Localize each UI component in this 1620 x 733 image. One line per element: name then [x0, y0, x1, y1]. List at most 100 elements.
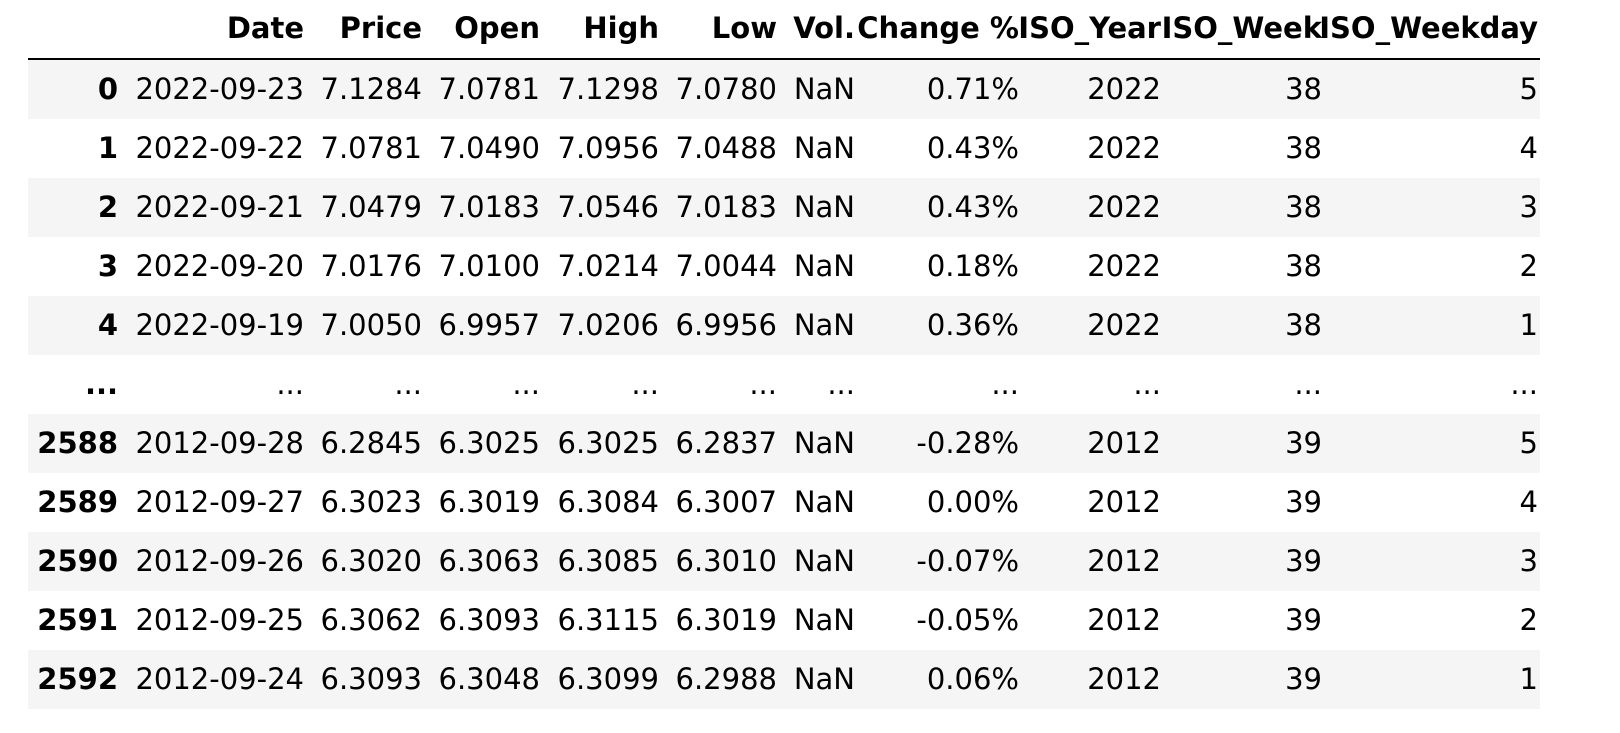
- table-cell: 6.3023: [320, 485, 422, 519]
- table-cell: 6.2988: [675, 662, 777, 696]
- table-row: [28, 591, 1540, 650]
- column-header: Vol.: [793, 11, 855, 45]
- table-cell: 0.43%: [926, 190, 1019, 224]
- table-cell: 6.3093: [320, 662, 422, 696]
- table-cell: ...: [394, 367, 422, 401]
- table-cell: 6.9956: [675, 308, 777, 342]
- table-cell: 7.1298: [557, 72, 659, 106]
- table-cell: 2012: [1087, 485, 1161, 519]
- table-cell: NaN: [793, 485, 855, 519]
- table-cell: NaN: [793, 544, 855, 578]
- table-cell: 38: [1285, 131, 1322, 165]
- table-cell: 7.0050: [320, 308, 422, 342]
- table-cell: 39: [1285, 603, 1322, 637]
- row-index: ...: [84, 367, 118, 401]
- table-cell: 0.00%: [926, 485, 1019, 519]
- table-cell: 2012: [1087, 603, 1161, 637]
- table-cell: 0.71%: [926, 72, 1019, 106]
- table-cell: 7.0781: [320, 131, 422, 165]
- column-header: Low: [711, 11, 777, 45]
- table-cell: 0.43%: [926, 131, 1019, 165]
- table-cell: 6.9957: [438, 308, 540, 342]
- table-cell: 6.2837: [675, 426, 777, 460]
- column-header: Open: [454, 11, 540, 45]
- table-cell: 7.0479: [320, 190, 422, 224]
- row-index: 2589: [37, 485, 118, 519]
- column-header: Price: [339, 11, 422, 45]
- table-cell: 2: [1519, 249, 1538, 283]
- table-cell: 2022: [1087, 308, 1161, 342]
- row-index: 2: [97, 190, 118, 224]
- table-row: [28, 237, 1540, 296]
- table-cell: NaN: [793, 308, 855, 342]
- table-row: [28, 119, 1540, 178]
- table-row: [28, 532, 1540, 591]
- table-cell: 38: [1285, 72, 1322, 106]
- table-cell: 38: [1285, 190, 1322, 224]
- table-cell: 7.0183: [438, 190, 540, 224]
- table-cell: 7.0490: [438, 131, 540, 165]
- column-header: High: [583, 11, 659, 45]
- table-cell: NaN: [793, 72, 855, 106]
- table-cell: 6.3020: [320, 544, 422, 578]
- table-cell: 38: [1285, 308, 1322, 342]
- table-cell: 3: [1519, 190, 1538, 224]
- table-cell: 39: [1285, 662, 1322, 696]
- table-cell: 2022-09-21: [135, 190, 304, 224]
- table-cell: ...: [1294, 367, 1322, 401]
- table-cell: -0.05%: [916, 603, 1019, 637]
- table-cell: 2012-09-28: [135, 426, 304, 460]
- table-cell: 2022-09-19: [135, 308, 304, 342]
- table-cell: 6.3025: [557, 426, 659, 460]
- row-index: 3: [97, 249, 118, 283]
- table-cell: -0.07%: [916, 544, 1019, 578]
- row-index: 2591: [37, 603, 118, 637]
- table-cell: 7.0206: [557, 308, 659, 342]
- table-cell: ...: [1510, 367, 1538, 401]
- table-cell: 7.0546: [557, 190, 659, 224]
- table-cell: 6.3093: [438, 603, 540, 637]
- table-cell: 6.3048: [438, 662, 540, 696]
- table-cell: 6.3025: [438, 426, 540, 460]
- column-header: ISO_Year: [1018, 11, 1161, 45]
- table-row: [28, 414, 1540, 473]
- table-cell: 6.3085: [557, 544, 659, 578]
- header-rule: [28, 58, 1540, 60]
- table-cell: NaN: [793, 249, 855, 283]
- table-cell: NaN: [793, 190, 855, 224]
- table-cell: 39: [1285, 426, 1322, 460]
- table-cell: 7.0100: [438, 249, 540, 283]
- table-row: [28, 178, 1540, 237]
- table-cell: 2012: [1087, 662, 1161, 696]
- table-cell: 0.36%: [926, 308, 1019, 342]
- table-cell: 0.18%: [926, 249, 1019, 283]
- table-cell: 2022: [1087, 131, 1161, 165]
- table-cell: 6.2845: [320, 426, 422, 460]
- table-row: [28, 60, 1540, 119]
- row-index: 2588: [37, 426, 118, 460]
- table-cell: 2012-09-24: [135, 662, 304, 696]
- table-cell: -0.28%: [916, 426, 1019, 460]
- table-cell: 7.0781: [438, 72, 540, 106]
- table-cell: NaN: [793, 603, 855, 637]
- table-row: [28, 650, 1540, 709]
- table-cell: NaN: [793, 662, 855, 696]
- table-cell: 2022-09-20: [135, 249, 304, 283]
- table-cell: ...: [1133, 367, 1161, 401]
- table-cell: 2012-09-25: [135, 603, 304, 637]
- table-cell: 7.0176: [320, 249, 422, 283]
- table-cell: 4: [1519, 131, 1538, 165]
- table-cell: 6.3099: [557, 662, 659, 696]
- table-cell: ...: [276, 367, 304, 401]
- table-cell: 2022: [1087, 190, 1161, 224]
- table-cell: 7.0780: [675, 72, 777, 106]
- table-cell: 39: [1285, 485, 1322, 519]
- table-cell: 6.3010: [675, 544, 777, 578]
- table-cell: ...: [749, 367, 777, 401]
- table-cell: 6.3115: [557, 603, 659, 637]
- table-cell: 38: [1285, 249, 1322, 283]
- table-cell: 2022-09-23: [135, 72, 304, 106]
- column-header: ISO_Week: [1161, 11, 1322, 45]
- row-index: 2592: [37, 662, 118, 696]
